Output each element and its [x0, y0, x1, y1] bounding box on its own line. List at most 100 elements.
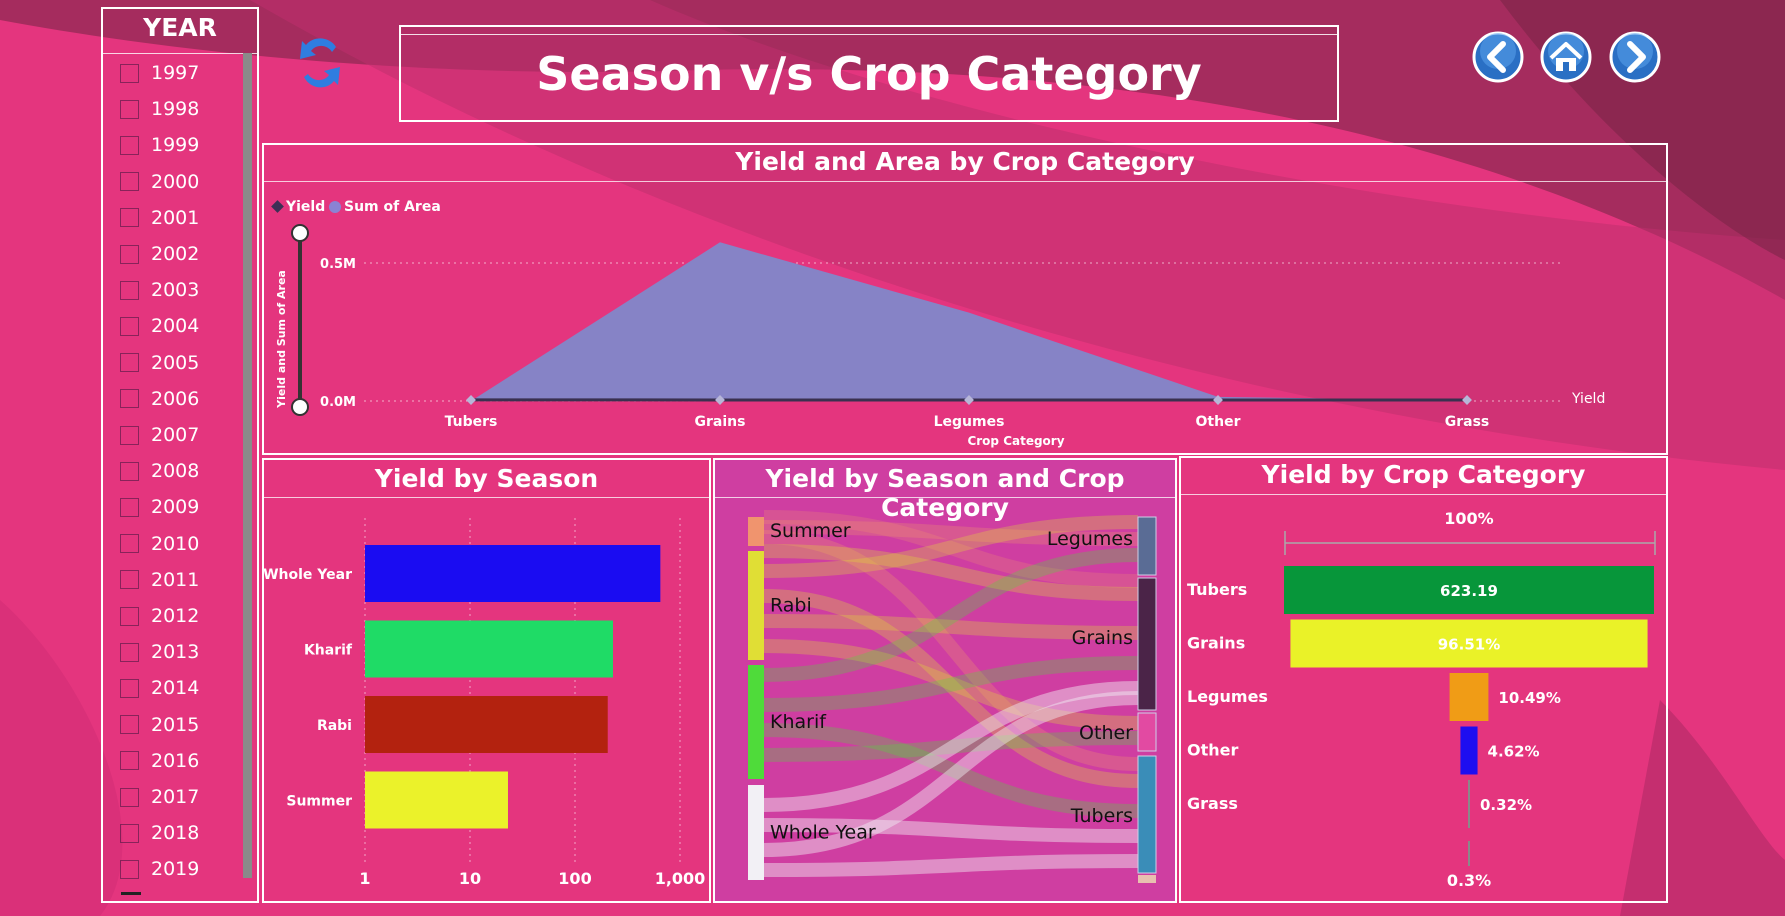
year-item-1998[interactable]: 1998: [120, 95, 199, 123]
sankey-source-label: Rabi: [770, 595, 812, 617]
year-item-2010[interactable]: 2010: [120, 530, 199, 558]
year-item-2011[interactable]: 2011: [120, 566, 199, 594]
sankey-link: [763, 548, 1139, 682]
year-checkbox[interactable]: [120, 787, 139, 807]
year-label: 2018: [151, 822, 200, 845]
year-checkbox[interactable]: [120, 534, 139, 554]
year-item-2009[interactable]: 2009: [120, 493, 199, 521]
sankey-link: [763, 530, 1139, 771]
back-button[interactable]: [1472, 31, 1524, 83]
year-checkbox[interactable]: [120, 497, 139, 517]
sankey-chart-title-divider: [715, 497, 1175, 498]
year-item-2000[interactable]: 2000: [120, 168, 199, 196]
funnel-value-label: 623.19: [1440, 582, 1498, 600]
year-checkbox[interactable]: [120, 172, 139, 192]
year-checkbox[interactable]: [120, 570, 139, 590]
sankey-target-legumes: [1137, 516, 1157, 576]
year-checkbox[interactable]: [120, 244, 139, 264]
year-label: 2019: [151, 858, 200, 881]
funnel-bar-legumes: [1449, 673, 1489, 721]
year-item-2013[interactable]: 2013: [120, 638, 199, 666]
year-checkbox[interactable]: [120, 461, 139, 481]
year-checkbox[interactable]: [120, 353, 139, 373]
funnel-chart-title: Yield by Crop Category: [1261, 460, 1586, 489]
year-item-2014[interactable]: 2014: [120, 674, 199, 702]
page-title: Season v/s Crop Category: [536, 47, 1202, 101]
sankey-source-rabi: [748, 551, 764, 660]
funnel-category-label: Other: [1187, 741, 1238, 760]
yield-point-legumes: [964, 395, 974, 405]
x-tick-label-other: Other: [1196, 414, 1241, 430]
year-checkbox[interactable]: [120, 606, 139, 626]
year-slicer: YEAR 1997 1998 1999 2000 2001 2002 2003 2004 200…: [101, 7, 259, 903]
zoom-slider-handle-bottom[interactable]: [291, 398, 309, 416]
sankey-link: [763, 614, 1139, 640]
year-item-2012[interactable]: 2012: [120, 602, 199, 630]
year-checkbox[interactable]: [120, 99, 139, 119]
year-checkbox[interactable]: [120, 389, 139, 409]
year-label: 2003: [151, 279, 200, 302]
year-item-2001[interactable]: 2001: [120, 204, 199, 232]
area-chart-title: Yield and Area by Crop Category: [735, 147, 1195, 176]
funnel-top-label: 100%: [1444, 509, 1493, 528]
year-item-2016[interactable]: 2016: [120, 747, 199, 775]
year-item-2006[interactable]: 2006: [120, 385, 199, 413]
year-label: 1997: [151, 62, 200, 84]
year-checkbox[interactable]: [120, 425, 139, 445]
home-button[interactable]: [1540, 31, 1592, 83]
year-checkbox[interactable]: [120, 208, 139, 228]
year-item-1999[interactable]: 1999: [120, 131, 199, 159]
funnel-chart-title-divider: [1181, 494, 1666, 495]
year-checkbox[interactable]: [120, 751, 139, 771]
year-item-2008[interactable]: 2008: [120, 457, 199, 485]
sankey-link: [763, 510, 1139, 588]
sankey-link: [763, 639, 1139, 730]
x-tick-label: 1: [359, 869, 370, 888]
sankey-link: [763, 691, 1139, 857]
year-checkbox[interactable]: [120, 280, 139, 300]
season-chart-title: Yield by Season: [374, 464, 599, 493]
title-inner-line: [401, 34, 1337, 35]
year-checkbox[interactable]: [120, 823, 139, 843]
year-item-2018[interactable]: 2018: [120, 819, 199, 847]
refresh-icon[interactable]: [296, 33, 344, 93]
category-label: Whole Year: [264, 567, 352, 583]
year-item-2002[interactable]: 2002: [120, 240, 199, 268]
funnel-value-label: 0.32%: [1480, 796, 1532, 814]
sankey-target-label: Grains: [1072, 627, 1133, 649]
year-item-2015[interactable]: 2015: [120, 711, 199, 739]
year-checkbox[interactable]: [120, 859, 139, 879]
year-item-2005[interactable]: 2005: [120, 349, 199, 377]
y-tick-label: 0.5M: [320, 257, 356, 272]
series-area-sum-of-area: [471, 242, 1467, 401]
x-axis-title: Crop Category: [967, 434, 1064, 448]
year-item-2007[interactable]: 2007: [120, 421, 199, 449]
funnel-value-label: 96.51%: [1438, 636, 1500, 654]
sankey-link: [763, 656, 1139, 712]
year-checkbox[interactable]: [120, 63, 139, 83]
year-scrollbar[interactable]: [243, 53, 252, 878]
year-checkbox[interactable]: [120, 316, 139, 336]
year-item-2003[interactable]: 2003: [120, 276, 199, 304]
forward-button[interactable]: [1609, 31, 1661, 83]
year-label: 2006: [151, 387, 200, 410]
funnel-value-label: 4.62%: [1488, 743, 1540, 761]
year-item-2019[interactable]: 2019: [120, 855, 199, 883]
funnel-bar-other: [1460, 726, 1478, 775]
season-chart-title-divider: [264, 497, 709, 498]
yield-point-grass: [1462, 395, 1472, 405]
year-checkbox[interactable]: [120, 135, 139, 155]
zoom-slider-handle-top[interactable]: [291, 224, 309, 242]
sankey-link: [763, 854, 1139, 877]
year-item-2017[interactable]: 2017: [120, 783, 199, 811]
year-checkbox[interactable]: [120, 678, 139, 698]
year-item-2004[interactable]: 2004: [120, 312, 199, 340]
home-icon: [1549, 42, 1583, 71]
year-checkbox[interactable]: [120, 642, 139, 662]
x-tick-label-legumes: Legumes: [934, 414, 1005, 430]
sankey-target-other: [1137, 712, 1157, 752]
legend-label-yield: Yield: [285, 199, 325, 215]
year-label: 2001: [151, 206, 200, 229]
year-item-1997[interactable]: 1997: [120, 59, 199, 87]
year-checkbox[interactable]: [120, 715, 139, 735]
